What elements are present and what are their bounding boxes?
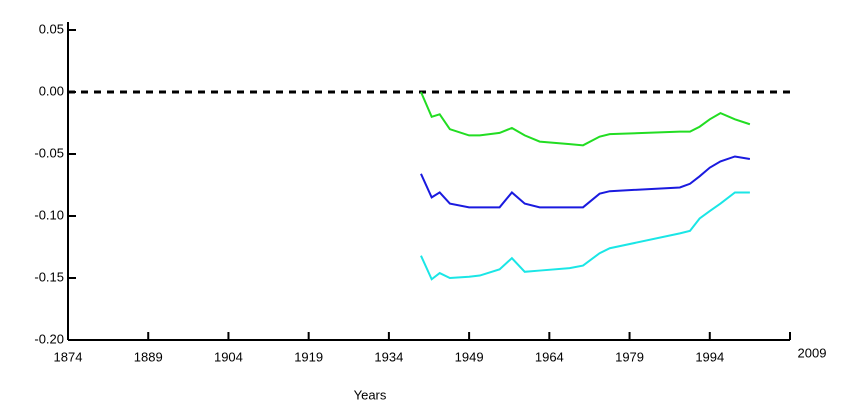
x-tick-label: 1874 bbox=[54, 349, 83, 364]
series-line bbox=[420, 191, 750, 281]
x-tick-label: 1934 bbox=[374, 349, 403, 364]
x-tick-label: 1994 bbox=[695, 349, 724, 364]
x-tick-label: 1949 bbox=[455, 349, 484, 364]
y-tick-label: -0.05 bbox=[34, 145, 64, 160]
x-axis-label: Years bbox=[354, 387, 387, 402]
x-tick-label: 1889 bbox=[134, 349, 163, 364]
x-tick-label: 1904 bbox=[214, 349, 243, 364]
y-tick-label: -0.20 bbox=[34, 331, 64, 346]
x-tick-label: 1964 bbox=[535, 349, 564, 364]
x-tick-label: 1919 bbox=[294, 349, 323, 364]
y-tick-label: -0.15 bbox=[34, 269, 64, 284]
y-tick-label: -0.10 bbox=[34, 207, 64, 222]
series-line bbox=[420, 155, 751, 209]
x-tick-label: 2009 bbox=[798, 345, 827, 360]
series-line bbox=[420, 91, 751, 147]
y-tick-label: 0.00 bbox=[39, 83, 64, 98]
x-tick-label: 1979 bbox=[615, 349, 644, 364]
y-tick-label: 0.05 bbox=[39, 21, 64, 36]
